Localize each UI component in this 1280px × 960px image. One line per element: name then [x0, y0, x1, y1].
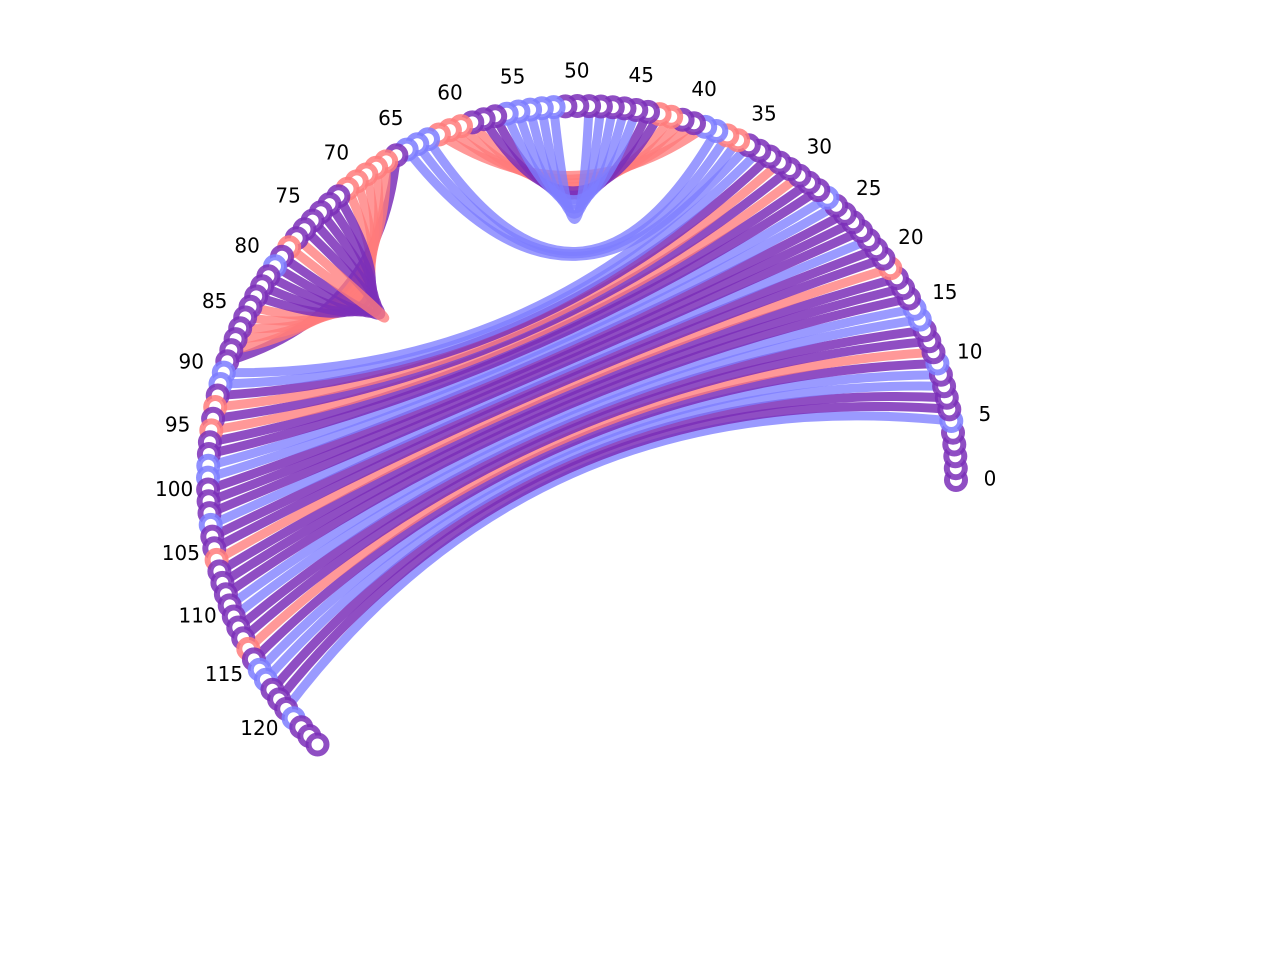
tick-label-65: 65 [378, 106, 403, 130]
link-25-100 [203, 209, 850, 494]
tick-label-90: 90 [178, 349, 203, 373]
tick-label-75: 75 [275, 184, 300, 208]
link-46-55 [513, 103, 629, 209]
tick-label-80: 80 [234, 233, 259, 257]
link-9-116 [255, 370, 946, 675]
link-13-112 [233, 325, 930, 632]
link-30-95 [206, 171, 804, 435]
link-47-54 [525, 102, 618, 214]
tick-labels: 0 5 10 15 20 25 30 35 40 45 50 55 60 65 70 75 80 85 90 95 10… [155, 59, 996, 741]
node-124 [305, 732, 330, 757]
link-6-119 [274, 401, 954, 704]
nodes-layer [196, 94, 968, 757]
tick-label-15: 15 [932, 280, 957, 304]
link-29-96 [205, 178, 814, 447]
tick-label-0: 0 [984, 467, 997, 491]
tick-label-110: 110 [179, 603, 217, 627]
tick-label-115: 115 [205, 662, 243, 686]
link-12-113 [238, 336, 934, 643]
link-33-92 [213, 152, 775, 400]
link-17-108 [217, 283, 908, 588]
link-5-120 [281, 411, 956, 714]
tick-label-20: 20 [898, 225, 923, 249]
tick-label-60: 60 [437, 80, 462, 104]
link-38-63 [423, 126, 721, 256]
link-8-117 [261, 381, 949, 685]
link-44-57 [490, 107, 653, 200]
link-23-102 [205, 226, 866, 518]
tick-label-50: 50 [564, 59, 589, 83]
tick-label-70: 70 [324, 141, 349, 165]
link-21-104 [207, 244, 881, 542]
link-19-106 [212, 263, 895, 565]
tick-label-95: 95 [165, 412, 190, 436]
tick-label-10: 10 [957, 339, 982, 363]
link-20-105 [209, 254, 888, 553]
tick-label-45: 45 [628, 63, 653, 87]
tick-label-40: 40 [691, 77, 716, 101]
tick-label-105: 105 [162, 541, 200, 565]
link-18-107 [214, 273, 902, 576]
link-10-115 [249, 359, 942, 664]
link-49-52 [549, 101, 594, 224]
link-16-109 [221, 294, 914, 599]
link-26-99 [203, 201, 841, 483]
tick-label-55: 55 [500, 65, 525, 89]
link-31-94 [208, 164, 795, 424]
link-14-111 [229, 315, 925, 621]
link-24-101 [204, 217, 858, 506]
link-32-93 [210, 158, 785, 412]
link-7-118 [267, 392, 952, 695]
tick-label-35: 35 [751, 101, 776, 125]
link-15-110 [225, 304, 920, 610]
link-11-114 [243, 347, 938, 654]
tick-label-100: 100 [155, 477, 193, 501]
link-28-97 [204, 185, 823, 459]
link-45-56 [502, 105, 641, 205]
tick-label-120: 120 [240, 716, 278, 740]
link-43-58 [479, 109, 665, 196]
link-22-103 [206, 235, 874, 530]
tick-label-25: 25 [856, 176, 881, 200]
links-layer [203, 101, 956, 714]
link-77-78 [284, 233, 390, 323]
tick-label-30: 30 [807, 135, 832, 159]
tick-label-85: 85 [202, 289, 227, 313]
tick-label-5: 5 [979, 402, 992, 426]
link-27-98 [203, 193, 832, 471]
